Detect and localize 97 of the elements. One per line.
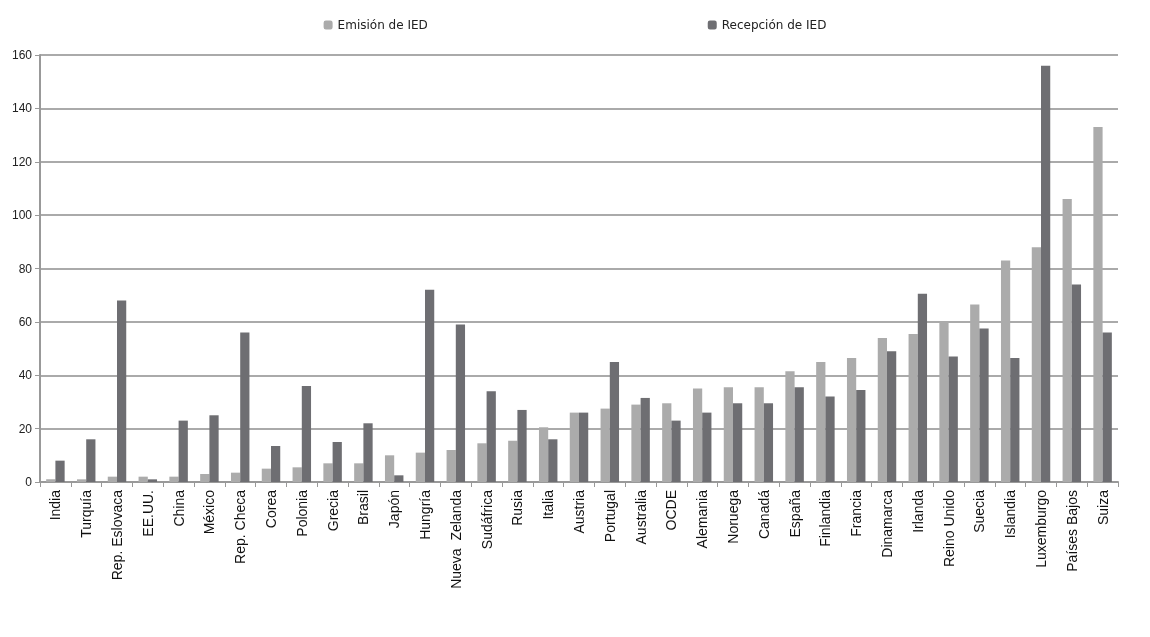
x-tick-label: Canadá	[755, 489, 772, 540]
bar	[76, 479, 87, 482]
x-tick-label: Italia	[540, 489, 557, 520]
bar	[363, 423, 373, 482]
bar	[384, 455, 395, 482]
bar	[323, 463, 333, 482]
bar	[446, 449, 456, 482]
bar	[455, 324, 466, 482]
x-tick-label: Rusia	[509, 489, 526, 526]
x-tick-label: Reino Unido	[940, 489, 957, 568]
x-tick-label: Portugal	[601, 490, 618, 543]
bar	[230, 472, 241, 482]
y-tick-label: 80	[18, 261, 33, 276]
bar	[209, 415, 219, 482]
bar	[1010, 357, 1020, 482]
bar	[794, 387, 804, 482]
x-tick-label: Austria	[571, 489, 587, 534]
y-tick-label: 60	[18, 314, 33, 329]
bar	[979, 328, 989, 482]
x-tick-label: Corea	[263, 489, 279, 529]
x-tick-label: Noruega	[725, 489, 741, 544]
x-tick-label: India	[47, 489, 64, 521]
x-tick-label: Dinamarca	[879, 489, 895, 558]
bar	[301, 385, 312, 482]
x-tick-label: Rep. Eslovaca	[109, 489, 125, 581]
x-tick-label: Países Bajos	[1063, 490, 1080, 572]
bar	[46, 479, 56, 482]
x-tick-label: Turquía	[78, 489, 95, 538]
bar	[415, 452, 425, 482]
x-tick-label: Nueva Zelanda	[447, 489, 464, 589]
bar	[609, 361, 620, 482]
bar	[240, 332, 250, 482]
bar	[86, 439, 96, 482]
bar	[394, 475, 404, 482]
bar	[354, 463, 364, 482]
x-tick-label: Rep. Checa	[232, 489, 249, 564]
x-tick-label: Islandia	[1002, 489, 1019, 539]
x-tick-label: Australia	[632, 489, 649, 545]
bar	[702, 412, 712, 482]
bar	[640, 397, 650, 482]
x-tick-label: Hungría	[417, 489, 433, 540]
bar	[261, 468, 271, 482]
bar	[1102, 332, 1112, 482]
x-tick-label: Brasil	[355, 490, 372, 526]
x-tick-label: Suiza	[1094, 489, 1111, 526]
x-tick-label: OCDE	[663, 490, 680, 531]
legend-label: Emisión de IED	[337, 18, 428, 32]
y-tick-label: 0	[25, 475, 33, 489]
bar	[200, 473, 210, 482]
x-tick-label: Grecia	[324, 489, 341, 532]
bar	[477, 443, 487, 482]
x-tick-label: Polonia	[293, 489, 310, 537]
x-tick-label: Luxemburgo	[1033, 489, 1049, 568]
bar	[169, 476, 179, 482]
bar	[138, 476, 148, 482]
x-tick-label: Irlanda	[909, 489, 926, 533]
bar	[332, 441, 342, 482]
bar	[948, 356, 958, 482]
x-tick-label: Japón	[386, 490, 403, 529]
bar	[292, 467, 302, 482]
bar	[517, 409, 527, 482]
bar	[271, 445, 281, 482]
bar	[107, 476, 117, 482]
x-tick-label: Finlandia	[817, 489, 834, 547]
y-tick-label: 20	[18, 421, 33, 436]
x-tick-label: Alemania	[694, 489, 711, 549]
x-tick-label: Sudáfrica	[478, 489, 495, 550]
y-tick-label: 160	[11, 48, 33, 62]
bar	[178, 420, 188, 482]
y-tick-label: 40	[18, 368, 33, 383]
bar	[55, 460, 65, 482]
bar	[117, 300, 127, 482]
bar	[733, 403, 743, 482]
bar	[917, 293, 928, 482]
x-tick-label: México	[201, 489, 218, 535]
bar	[508, 440, 518, 482]
x-tick-label: Francia	[848, 489, 865, 537]
bar	[147, 479, 158, 482]
bar	[1041, 65, 1051, 482]
x-tick-label: China	[170, 489, 187, 527]
x-tick-label: Suecia	[971, 489, 988, 533]
bar	[825, 396, 835, 482]
legend-label: Recepción de IED	[721, 18, 827, 32]
bar	[671, 420, 681, 482]
bar	[425, 289, 435, 482]
bar	[486, 391, 496, 482]
bar	[856, 389, 866, 482]
bar	[548, 439, 558, 482]
bar	[763, 403, 774, 482]
x-tick-label: EE.UU.	[139, 490, 156, 537]
y-tick-label: 120	[11, 154, 33, 169]
y-tick-label: 140	[11, 101, 33, 116]
x-tick-label: España	[786, 489, 803, 538]
y-tick-label: 100	[11, 208, 33, 223]
bar	[579, 412, 589, 482]
bar	[887, 351, 897, 482]
bar	[1071, 284, 1082, 482]
